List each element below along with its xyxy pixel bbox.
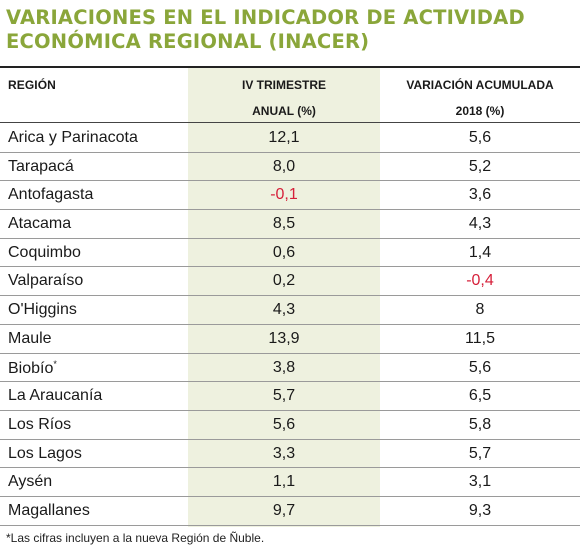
region-name: Los Ríos	[8, 415, 72, 433]
cell-variacion-acumulada: 5,7	[468, 444, 492, 462]
header-divider	[0, 122, 580, 123]
table-body: Arica y Parinacota 12,1 5,6 Tarapacá 8,0 5,2 A…	[0, 124, 580, 526]
region-name: Valparaíso	[8, 272, 84, 290]
table-row: Los Lagos 3,3 5,7	[0, 440, 580, 469]
cell-region: Arica y Parinacota	[8, 129, 138, 147]
cell-region: Antofagasta	[8, 186, 93, 204]
cell-variacion-acumulada: 9,3	[468, 501, 492, 519]
table-header: REGIÓN IV TRIMESTRE ANUAL (%) VARIACIÓN …	[0, 68, 580, 124]
region-name: La Araucanía	[8, 387, 103, 405]
header-col2-line1: VARIACIÓN ACUMULADA	[406, 78, 554, 92]
highlighted-column-band	[188, 66, 380, 527]
cell-iv-trimestre: 0,2	[272, 272, 296, 290]
cell-region: Los Ríos	[8, 416, 71, 434]
cell-iv-trimestre: 8,0	[272, 157, 296, 175]
cell-variacion-acumulada: 3,6	[468, 186, 492, 204]
page-title: VARIACIONES EN EL INDICADOR DE ACTIVIDAD…	[6, 6, 576, 54]
cell-iv-trimestre: 1,1	[272, 473, 296, 491]
cell-iv-trimestre: 5,6	[272, 415, 296, 433]
cell-iv-trimestre: 5,7	[272, 387, 296, 405]
table-row: Arica y Parinacota 12,1 5,6	[0, 124, 580, 153]
cell-iv-trimestre: 13,9	[268, 329, 300, 347]
header-region: REGIÓN	[8, 78, 56, 92]
cell-variacion-acumulada: 4,3	[468, 215, 492, 233]
header-col1-line2: ANUAL (%)	[252, 104, 316, 118]
cell-region: Magallanes	[8, 502, 90, 520]
cell-region: O'Higgins	[8, 301, 77, 319]
cell-variacion-acumulada: 5,8	[468, 415, 492, 433]
cell-iv-trimestre: -0,1	[270, 186, 298, 204]
table-row: Valparaíso 0,2 -0,4	[0, 267, 580, 297]
table-row: Los Ríos 5,6 5,8	[0, 411, 580, 440]
table-row: Magallanes 9,7 9,3	[0, 497, 580, 526]
cell-iv-trimestre: 3,8	[272, 358, 296, 376]
cell-iv-trimestre: 12,1	[268, 129, 300, 146]
table-row: La Araucanía 5,7 6,5	[0, 382, 580, 411]
cell-region: Atacama	[8, 215, 71, 233]
region-name: Arica y Parinacota	[8, 129, 138, 146]
title-line-2: ECONÓMICA REGIONAL (INACER)	[6, 30, 370, 53]
cell-iv-trimestre: 3,3	[272, 444, 296, 462]
region-name: Maule	[8, 329, 52, 347]
header-col2-line2: 2018 (%)	[455, 104, 505, 118]
cell-variacion-acumulada: -0,4	[466, 272, 494, 290]
cell-variacion-acumulada: 5,6	[468, 129, 492, 146]
cell-variacion-acumulada: 3,1	[468, 473, 492, 491]
table-row: Biobío* 3,8 5,6	[0, 354, 580, 383]
title-line-1: VARIACIONES EN EL INDICADOR DE ACTIVIDAD	[6, 6, 525, 29]
region-name: Antofagasta	[8, 186, 94, 204]
table-row: Tarapacá 8,0 5,2	[0, 153, 580, 182]
cell-iv-trimestre: 8,5	[272, 215, 296, 233]
cell-variacion-acumulada: 5,6	[468, 358, 492, 376]
table-row: Antofagasta -0,1 3,6	[0, 181, 580, 211]
cell-region: Los Lagos	[8, 445, 82, 463]
cell-variacion-acumulada: 5,2	[468, 157, 492, 175]
region-name: Tarapacá	[8, 157, 74, 175]
region-name: Coquimbo	[8, 243, 81, 261]
table-row: Maule 13,9 11,5	[0, 325, 580, 354]
table-row: Atacama 8,5 4,3	[0, 210, 580, 239]
region-name: O'Higgins	[8, 301, 77, 319]
table-top-rule	[0, 66, 580, 68]
cell-iv-trimestre: 0,6	[272, 243, 296, 261]
cell-region: Maule	[8, 330, 52, 348]
cell-region: La Araucanía	[8, 387, 102, 405]
region-name: Magallanes	[8, 501, 90, 519]
cell-region: Valparaíso	[8, 272, 83, 290]
cell-region: Aysén	[8, 473, 52, 491]
table-row: Coquimbo 0,6 1,4	[0, 239, 580, 268]
cell-variacion-acumulada: 8	[475, 301, 485, 319]
table-row: O'Higgins 4,3 8	[0, 296, 580, 325]
cell-iv-trimestre: 4,3	[272, 301, 296, 319]
cell-variacion-acumulada: 11,5	[465, 329, 495, 347]
region-name: Biobío	[8, 359, 54, 377]
region-name: Atacama	[8, 215, 72, 233]
footnote-mark: *	[53, 358, 57, 369]
cell-variacion-acumulada: 6,5	[468, 387, 492, 405]
cell-region: Tarapacá	[8, 158, 74, 176]
cell-region: Coquimbo	[8, 244, 81, 262]
table-row: Aysén 1,1 3,1	[0, 468, 580, 497]
region-name: Aysén	[8, 473, 53, 491]
footnote: *Las cifras incluyen a la nueva Región d…	[6, 531, 265, 545]
cell-iv-trimestre: 9,7	[272, 501, 296, 519]
cell-region: Biobío*	[8, 359, 57, 378]
region-name: Los Lagos	[8, 444, 82, 462]
cell-variacion-acumulada: 1,4	[468, 243, 492, 261]
header-col1-line1: IV TRIMESTRE	[241, 78, 326, 92]
